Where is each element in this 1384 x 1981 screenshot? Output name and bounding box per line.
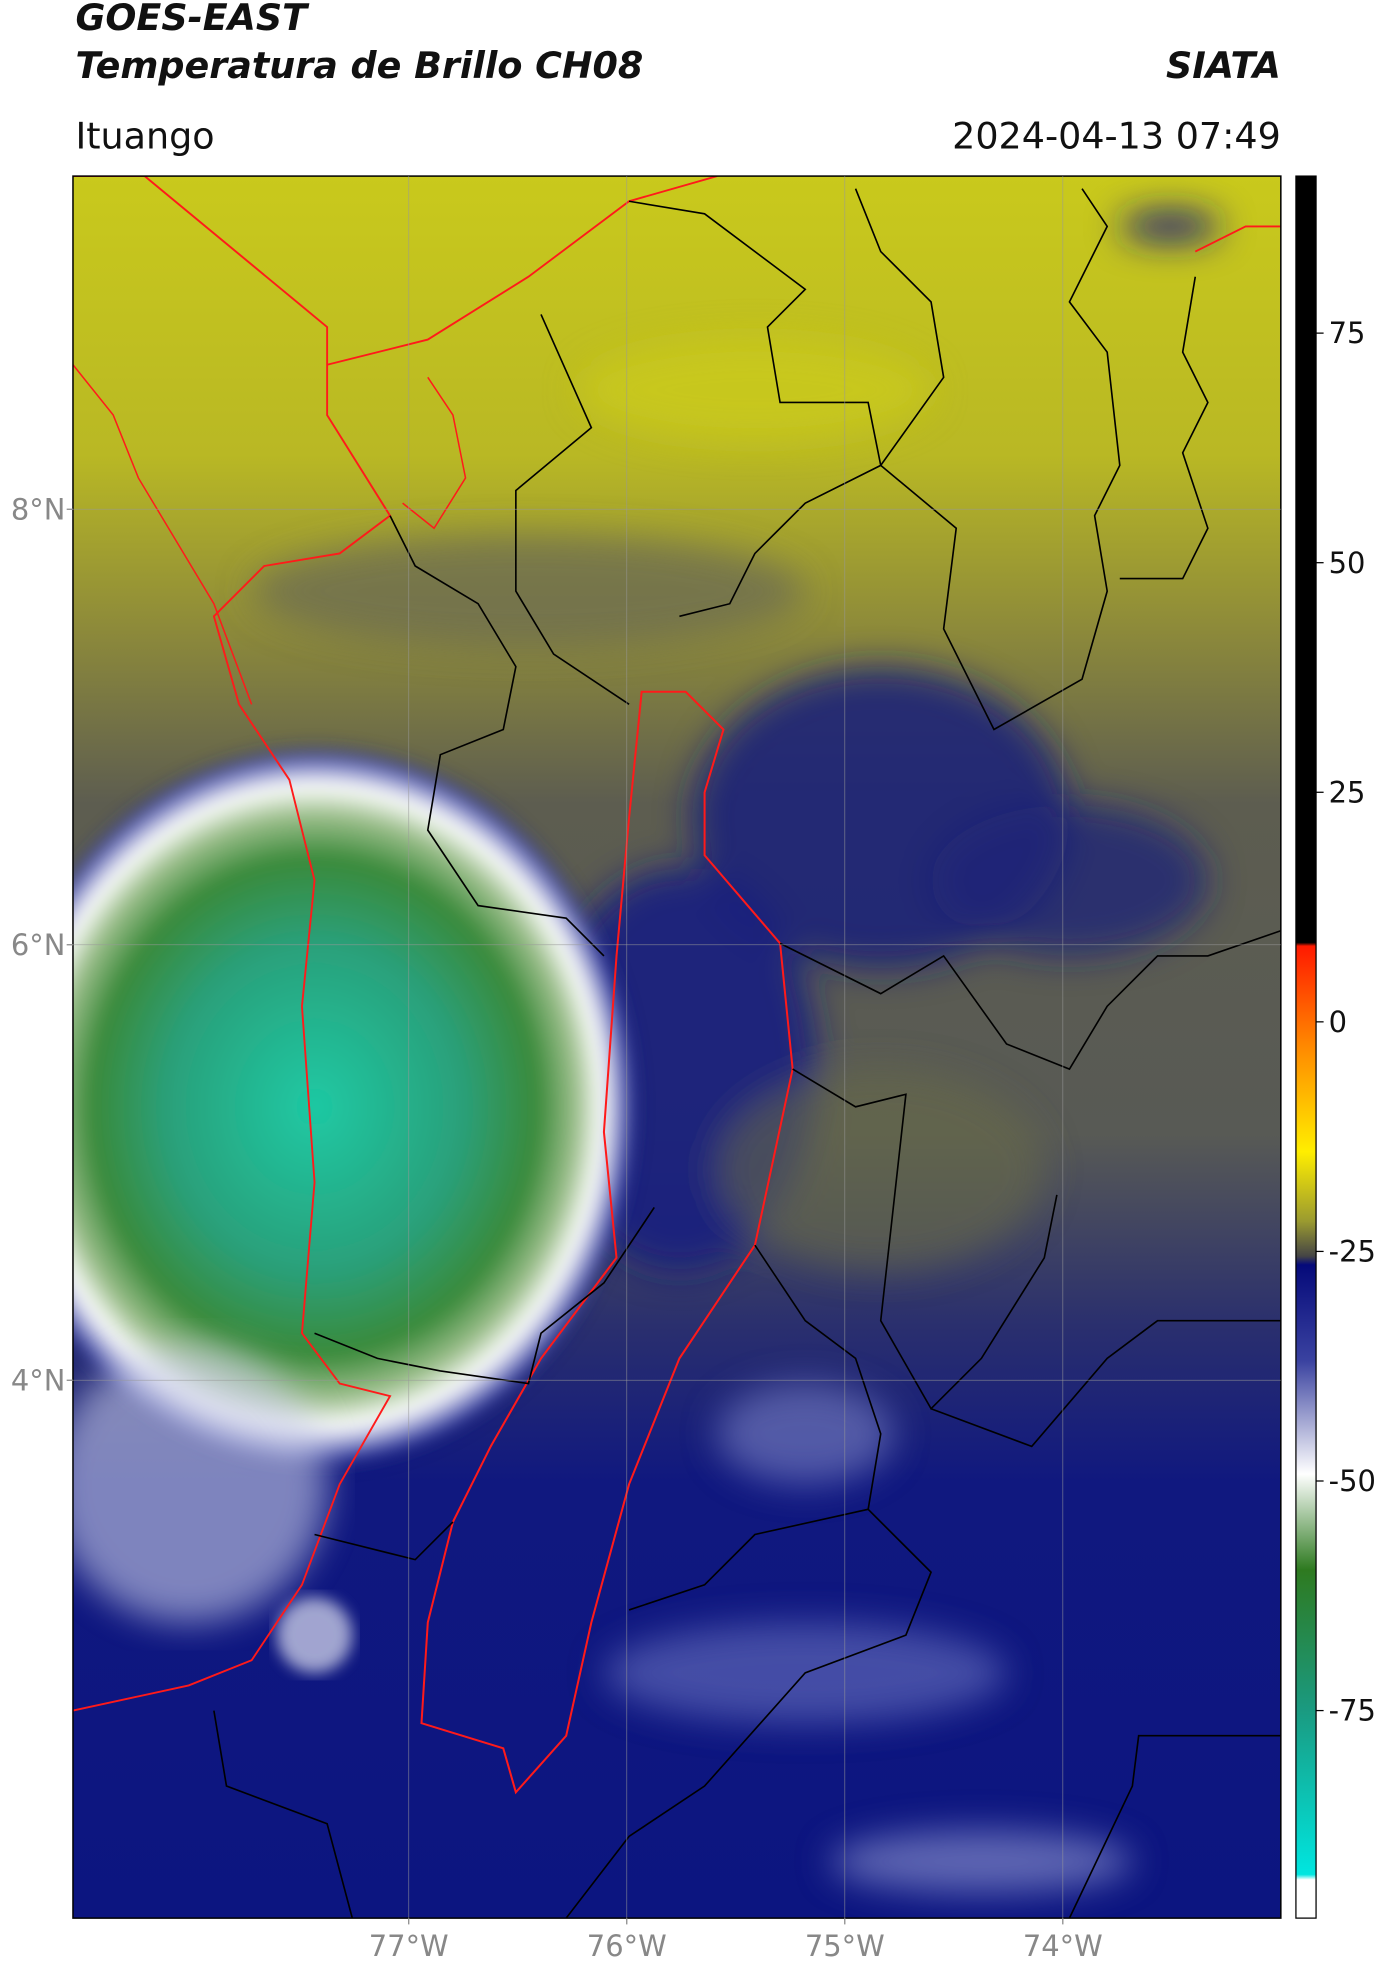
- lat-tick-label: 4°N: [11, 1363, 66, 1397]
- region: Ituango: [75, 114, 214, 157]
- subtitle: Temperatura de Brillo CH08: [75, 44, 643, 87]
- lon-tick-label: 74°W: [1023, 1929, 1103, 1963]
- colorbar-tick-label: -25: [1329, 1234, 1376, 1268]
- colorbar-tick-label: 50: [1329, 546, 1366, 580]
- lon-tick-label: 77°W: [369, 1929, 449, 1963]
- title: GOES-EAST: [75, 0, 310, 39]
- map-frame: [72, 175, 1282, 1919]
- colorbar-tick-label: -50: [1329, 1464, 1376, 1498]
- lat-tick-label: 8°N: [11, 492, 66, 526]
- source: SIATA: [1166, 44, 1281, 87]
- timestamp: 2024-04-13 07:49: [952, 114, 1281, 157]
- colorbar: [1295, 175, 1317, 1919]
- colorbar-tick-label: 75: [1329, 316, 1366, 350]
- satellite-image: [72, 176, 1281, 1919]
- lon-tick-label: 75°W: [805, 1929, 885, 1963]
- lat-tick-label: 6°N: [11, 928, 66, 962]
- colorbar-tick-label: 25: [1329, 775, 1366, 809]
- colorbar-tick-label: 0: [1329, 1005, 1347, 1039]
- lon-tick-label: 76°W: [587, 1929, 667, 1963]
- colorbar-tick-label: -75: [1329, 1694, 1376, 1728]
